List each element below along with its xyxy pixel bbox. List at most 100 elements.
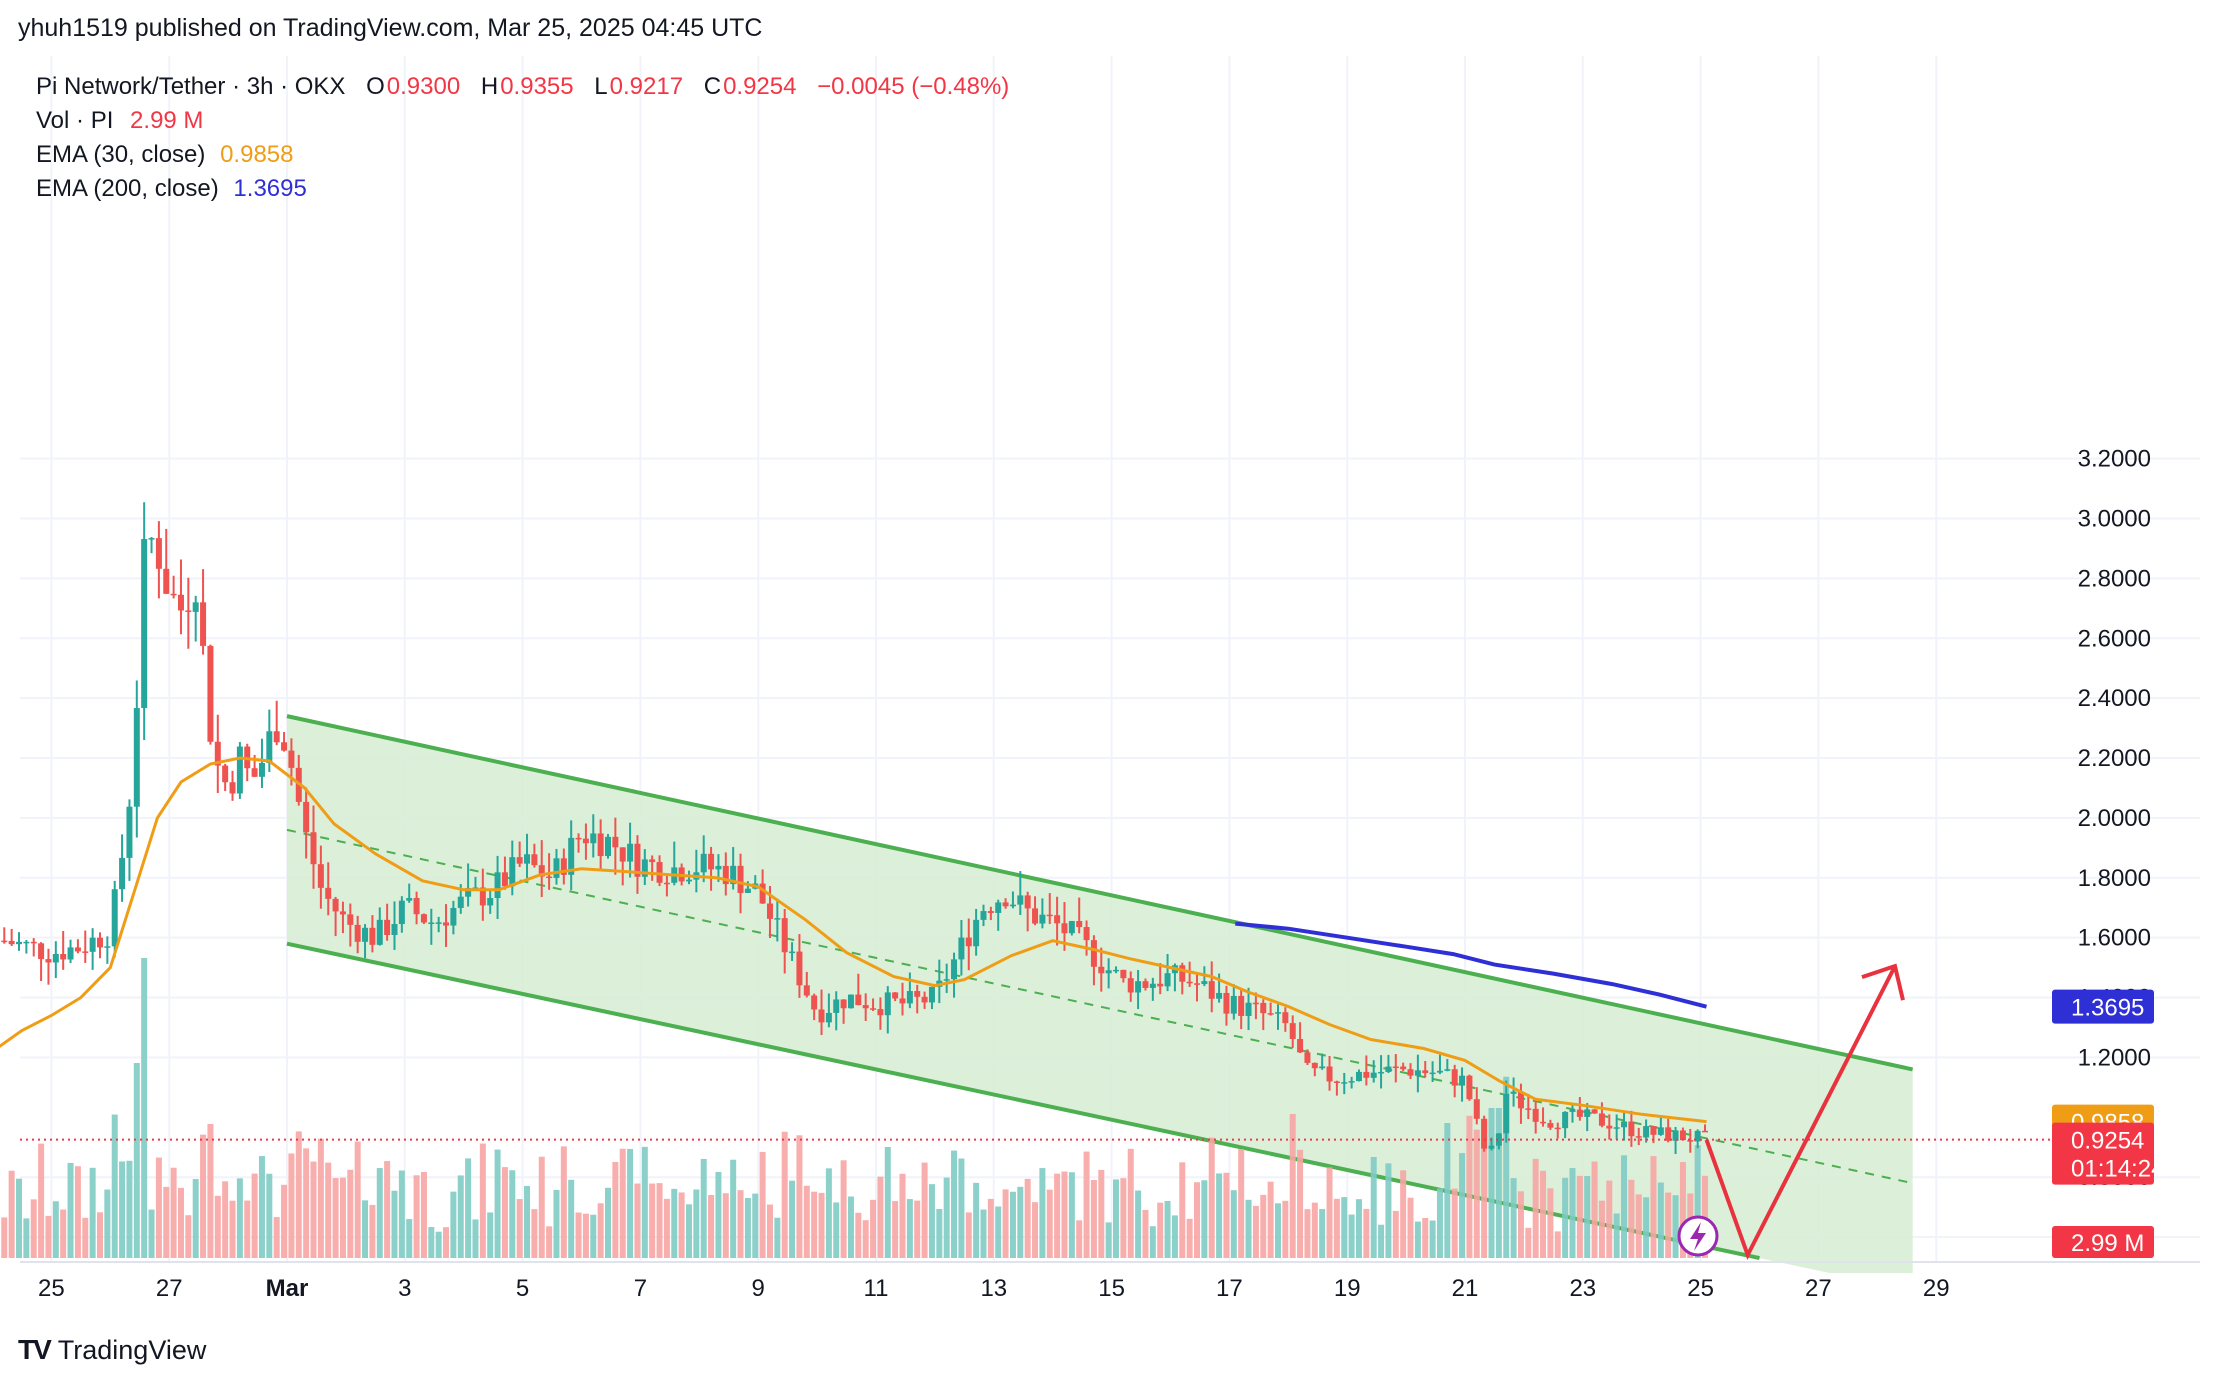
candle-body	[133, 708, 140, 807]
candle-body	[766, 903, 773, 919]
candle-body	[1068, 921, 1075, 934]
volume-bar	[1017, 1186, 1024, 1258]
volume-bar	[1289, 1114, 1296, 1258]
x-tick-label: 17	[1216, 1275, 1243, 1302]
candle-body	[126, 806, 133, 858]
volume-bar	[214, 1195, 221, 1258]
volume-bar	[921, 1162, 928, 1258]
volume-bar	[420, 1171, 427, 1258]
candle-body	[1628, 1121, 1635, 1137]
candle-body	[1311, 1062, 1318, 1069]
candle-body	[789, 951, 796, 954]
legend-ema200-row[interactable]: EMA (200, close) 1.3695	[36, 172, 1009, 206]
candle-body	[825, 1012, 832, 1023]
candle-body	[1422, 1070, 1429, 1074]
volume-bar	[995, 1206, 1002, 1258]
time-axis[interactable]: 25 27 Mar 3 5 7 9 11 13 15 17 19 21 23 25 27 29	[20, 1261, 2200, 1302]
x-tick-label: 29	[1923, 1275, 1950, 1302]
volume-bar	[730, 1159, 737, 1258]
volume-bar	[1068, 1172, 1075, 1258]
candle-body	[737, 865, 744, 893]
legend-ema200-label: EMA (200, close)	[36, 175, 219, 202]
legend-ema30-label: EMA (30, close)	[36, 141, 206, 168]
candle-body	[575, 837, 582, 840]
y-tick-label: 2.0000	[2078, 805, 2151, 832]
volume-bar	[30, 1199, 37, 1258]
candle-body	[1282, 1012, 1289, 1024]
candle-body	[892, 992, 899, 999]
volume-bar	[457, 1175, 464, 1258]
ema200-tag: 1.3695	[2071, 995, 2144, 1022]
candle-body	[457, 896, 464, 908]
candle-body	[1378, 1071, 1385, 1074]
candle-body	[435, 922, 442, 924]
legend-ema30-row[interactable]: EMA (30, close) 0.9858	[36, 138, 1009, 172]
volume-bar	[1252, 1205, 1259, 1258]
candle-body	[1054, 915, 1061, 924]
candle-body	[170, 593, 177, 596]
candle-body	[177, 594, 184, 611]
candle-body	[479, 887, 486, 906]
candle-body	[1274, 1012, 1281, 1014]
volume-bar	[200, 1134, 207, 1258]
volume-bar	[1422, 1217, 1429, 1258]
candle-body	[700, 853, 707, 873]
volume-bar	[560, 1146, 567, 1258]
volume-bar	[1105, 1222, 1112, 1258]
volume-bar	[877, 1176, 884, 1258]
candle-body	[1083, 927, 1090, 941]
volume-bar	[1032, 1202, 1039, 1258]
candle-body	[980, 911, 987, 920]
candle-body	[509, 857, 516, 887]
volume-bar	[16, 1178, 23, 1258]
candle-body	[1245, 1002, 1252, 1016]
footer-brand: TradingView	[57, 1334, 207, 1365]
volume-bar	[273, 1217, 280, 1258]
volume-bar	[325, 1162, 332, 1258]
volume-bar	[1525, 1227, 1532, 1258]
candle-body	[1216, 992, 1223, 999]
volume-bar	[1267, 1181, 1274, 1258]
volume-bar	[398, 1170, 405, 1258]
volume-bar	[251, 1173, 258, 1258]
volume-bar	[825, 1168, 832, 1258]
volume-bar	[627, 1148, 634, 1258]
candle-body	[1017, 895, 1024, 905]
volume-bar	[207, 1124, 214, 1258]
candle-body	[1407, 1069, 1414, 1076]
volume-bar	[1127, 1148, 1134, 1258]
candle-body	[1392, 1066, 1399, 1069]
volume-bar	[855, 1212, 862, 1258]
candle-body	[1208, 981, 1215, 999]
candle-body	[560, 858, 567, 875]
legend-symbol[interactable]: Pi Network/Tether · 3h · OKX	[36, 73, 346, 100]
y-tick-label: 1.6000	[2078, 925, 2151, 952]
volume-bar	[1363, 1208, 1370, 1258]
volume-bar	[310, 1161, 317, 1258]
candle-body	[958, 937, 965, 960]
candle-body	[1194, 983, 1201, 985]
volume-bar	[1591, 1161, 1598, 1258]
candle-body	[1289, 1023, 1296, 1039]
candle-body	[1679, 1130, 1686, 1141]
legend-volume-row[interactable]: Vol · PI 2.99 M	[36, 104, 1009, 138]
volume-bar	[1297, 1149, 1304, 1258]
volume-bar	[781, 1131, 788, 1258]
replay-button[interactable]	[1677, 1215, 1719, 1257]
volume-bar	[987, 1198, 994, 1258]
candle-body	[1319, 1066, 1326, 1069]
footer[interactable]: TV TradingView	[18, 1334, 206, 1366]
volume-bar	[170, 1167, 177, 1258]
legend-volume-label: Vol · PI	[36, 107, 114, 134]
candle-body	[288, 750, 295, 768]
projection-arrow[interactable]	[1704, 963, 1905, 1261]
candle-body	[413, 897, 420, 915]
candle-body	[67, 947, 74, 960]
ema200-tag-bg	[2052, 989, 2154, 1024]
volume-bar	[1481, 1119, 1488, 1258]
candle-body	[347, 914, 354, 925]
candle-body	[1046, 914, 1053, 917]
candle-body	[759, 883, 766, 904]
candle-body	[597, 833, 604, 857]
